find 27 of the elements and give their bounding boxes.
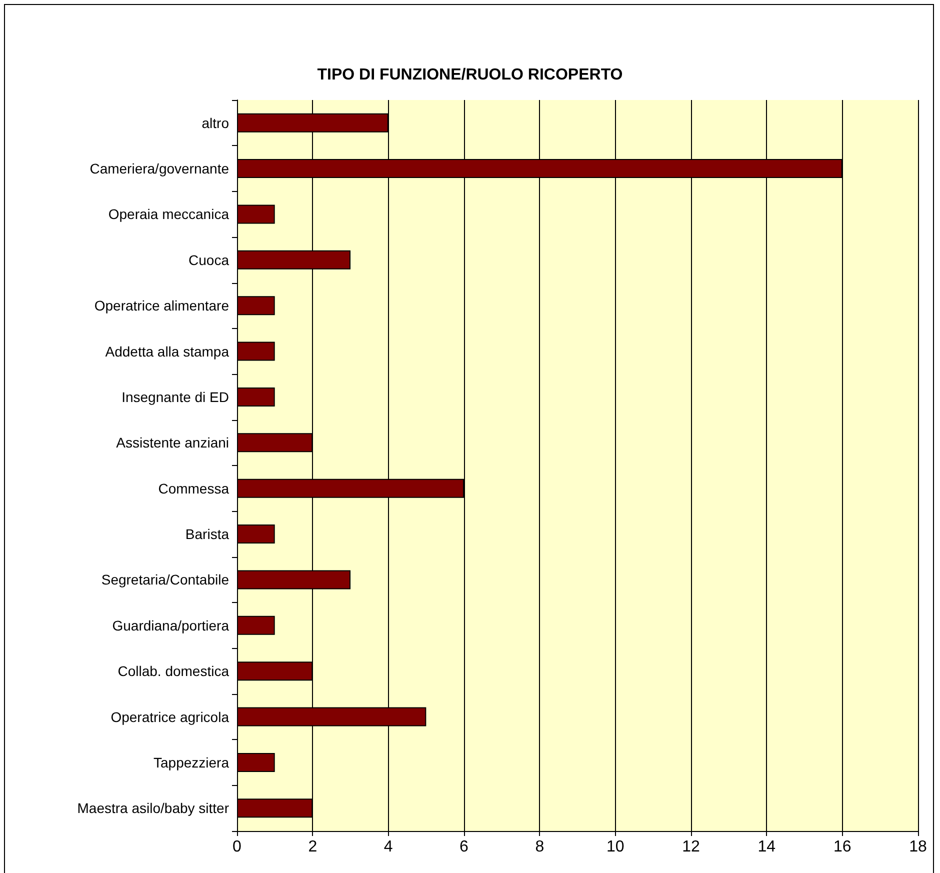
y-tick-label: Maestra asilo/baby sitter <box>77 800 230 816</box>
x-tick-label: 8 <box>535 838 544 856</box>
x-tick-label: 6 <box>460 838 469 856</box>
y-tick-label: Insegnante di ED <box>122 388 229 405</box>
y-tick-label: Barista <box>185 526 230 542</box>
x-tick-label: 2 <box>308 838 318 856</box>
x-tick-label: 18 <box>909 838 927 856</box>
x-tick-label: 0 <box>232 838 242 856</box>
x-tick-label: 12 <box>682 838 700 856</box>
y-tick-label: Operaia meccanica <box>108 206 230 222</box>
y-tick-label: Tappezziera <box>154 754 230 770</box>
y-tick-label: Commessa <box>158 480 230 496</box>
x-tick-label: 4 <box>384 838 393 856</box>
x-tick-label: 16 <box>833 838 852 856</box>
y-tick-label: Operatrice alimentare <box>94 298 230 314</box>
x-tick-label: 10 <box>606 838 624 856</box>
x-tick-label: 14 <box>758 838 776 856</box>
y-tick-label: Segretaria/Contabile <box>101 572 230 588</box>
y-tick-label: Assistente anziani <box>116 434 229 451</box>
y-tick-label: altro <box>202 114 230 131</box>
chart-title: TIPO DI FUNZIONE/RUOLO RICOPERTO <box>317 66 623 84</box>
y-tick-label: Operatrice agricola <box>110 708 230 725</box>
y-tick-label: Cameriera/governante <box>90 160 230 177</box>
y-tick-label: Addetta alla stampa <box>105 343 230 360</box>
y-tick-label: Collab. domestica <box>118 663 230 680</box>
y-tick-label: Guardiana/portiera <box>112 617 230 634</box>
y-tick-label: Cuoca <box>188 252 230 268</box>
